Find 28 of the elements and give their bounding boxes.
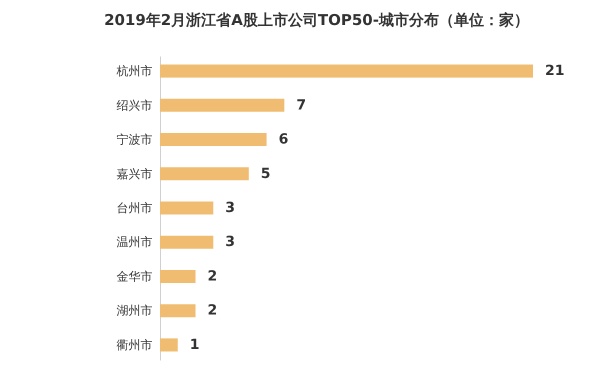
bar	[160, 270, 196, 283]
bar	[160, 98, 284, 112]
y-tick-label: 湖州市	[116, 304, 152, 318]
data-label: 6	[278, 132, 288, 148]
y-tick-label: 宁波市	[116, 132, 152, 147]
data-label: 3	[225, 234, 236, 250]
y-tick-label: 嘉兴市	[116, 166, 152, 181]
bar	[160, 133, 267, 146]
y-tick-label: 温州市	[116, 235, 152, 250]
y-tick-label: 台州市	[116, 201, 152, 215]
y-tick-label: 杭州市	[116, 64, 152, 78]
bar	[160, 236, 214, 249]
data-label: 5	[260, 166, 271, 182]
data-label: 21	[545, 63, 564, 80]
y-tick-label: 衢州市	[116, 338, 152, 352]
data-label: 7	[296, 97, 306, 114]
data-label: 2	[208, 302, 218, 319]
bar	[160, 304, 196, 318]
data-label: 1	[190, 336, 200, 353]
chart-title: 2019年2月浙江省A股上市公司TOP50-城市分布（单位：家）	[104, 11, 529, 29]
data-label: 3	[225, 200, 236, 216]
bar	[160, 167, 249, 180]
data-label: 2	[208, 268, 218, 284]
bar	[160, 64, 533, 78]
y-tick-label: 绍兴市	[116, 98, 152, 112]
bar	[160, 338, 178, 352]
y-tick-label: 金华市	[116, 269, 152, 284]
bar	[160, 201, 214, 215]
